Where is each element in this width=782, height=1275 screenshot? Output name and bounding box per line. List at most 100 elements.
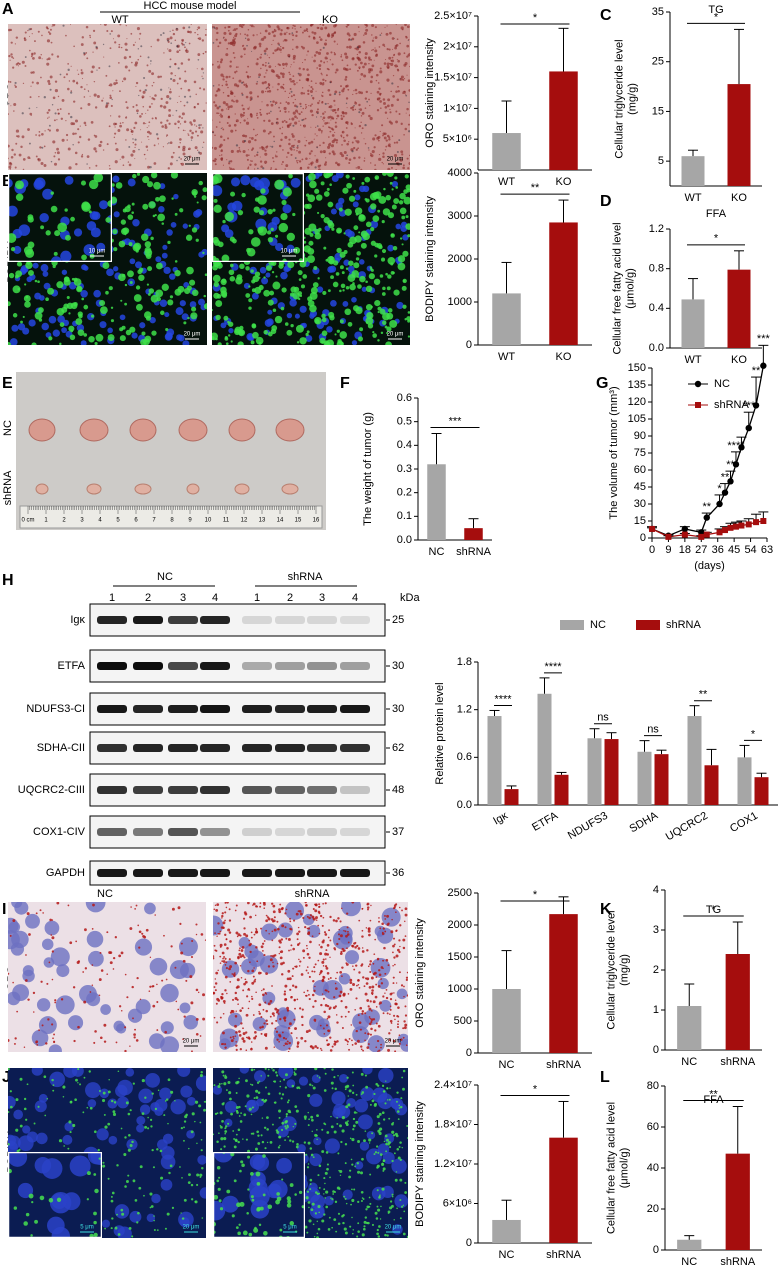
- lipid-droplet: [404, 1182, 406, 1184]
- lipid-droplet: [344, 250, 348, 254]
- stain-dot: [386, 989, 388, 991]
- lipid-droplet: [259, 210, 264, 215]
- stain-dot: [390, 1009, 392, 1011]
- nucleus: [287, 313, 292, 318]
- stain-dot: [362, 1010, 364, 1012]
- stain-dot: [57, 55, 59, 57]
- stain-dot: [168, 109, 171, 112]
- nucleus: [36, 1133, 48, 1145]
- lipid-droplet: [24, 301, 31, 308]
- lipid-droplet: [353, 1188, 355, 1190]
- stain-dot: [222, 952, 225, 955]
- stain-dot: [308, 105, 309, 106]
- stain-dot: [109, 95, 111, 97]
- lipid-droplet: [154, 1229, 156, 1231]
- stain-dot: [383, 1012, 385, 1014]
- stain-dot: [360, 79, 361, 80]
- stain-dot: [379, 927, 381, 929]
- stain-dot: [376, 976, 378, 978]
- stain-dot: [293, 112, 296, 115]
- lipid-droplet: [251, 1199, 254, 1202]
- stain-dot: [300, 26, 302, 28]
- stain-dot: [215, 104, 218, 107]
- stain-dot: [379, 70, 382, 73]
- nucleus: [151, 1194, 160, 1203]
- lipid-droplet: [349, 1170, 351, 1172]
- stain-dot: [196, 989, 199, 992]
- lipid-droplet: [377, 1189, 379, 1191]
- stain-dot: [239, 947, 241, 949]
- stain-dot: [327, 34, 330, 37]
- stain-dot: [228, 30, 230, 32]
- stain-dot: [403, 134, 405, 136]
- stain-dot: [314, 54, 316, 56]
- stain-dot: [315, 133, 316, 134]
- scale-label: 20 μm: [183, 1225, 200, 1231]
- stain-dot: [356, 140, 359, 143]
- stain-dot: [170, 58, 172, 60]
- lipid-droplet: [38, 1106, 40, 1108]
- stain-dot: [260, 928, 262, 930]
- stain-dot: [347, 23, 350, 26]
- nucleus: [42, 271, 48, 277]
- stain-dot: [223, 32, 226, 35]
- stain-dot: [271, 930, 273, 932]
- lipid-droplet: [305, 333, 308, 336]
- lipid-droplet: [263, 1193, 266, 1196]
- stain-dot: [343, 137, 345, 139]
- nucleus: [241, 959, 257, 975]
- lipid-droplet: [351, 1189, 353, 1191]
- lipid-droplet: [99, 1090, 101, 1092]
- stain-dot: [119, 1005, 121, 1007]
- stain-dot: [174, 967, 176, 969]
- lipid-droplet: [396, 1101, 398, 1103]
- stain-dot: [229, 981, 231, 983]
- stain-dot: [241, 954, 244, 957]
- stain-dot: [184, 96, 186, 98]
- stain-dot: [109, 96, 112, 99]
- stain-dot: [386, 139, 388, 141]
- lipid-droplet: [156, 263, 163, 270]
- lipid-droplet: [75, 318, 82, 325]
- stain-dot: [395, 911, 397, 913]
- stain-dot: [271, 122, 274, 125]
- stain-dot: [185, 130, 186, 131]
- stain-dot: [206, 102, 207, 103]
- stain-dot: [323, 62, 325, 64]
- stain-dot: [106, 931, 108, 933]
- stain-dot: [109, 83, 112, 86]
- stain-dot: [78, 74, 79, 75]
- stain-dot: [180, 123, 181, 124]
- stain-dot: [265, 930, 267, 932]
- stain-dot: [254, 163, 256, 165]
- lipid-droplet: [341, 1129, 344, 1132]
- lipid-droplet: [221, 1120, 224, 1123]
- nucleus: [132, 219, 139, 226]
- stain-dot: [378, 88, 380, 90]
- lipid-droplet: [257, 1182, 261, 1186]
- stain-dot: [314, 971, 316, 973]
- lipid-droplet: [349, 1089, 352, 1092]
- lipid-droplet: [281, 1122, 284, 1125]
- stain-dot: [249, 943, 251, 945]
- stain-dot: [393, 982, 395, 984]
- stain-dot: [346, 26, 347, 27]
- stain-dot: [392, 95, 395, 98]
- lipid-droplet: [64, 208, 67, 211]
- nucleus: [177, 1064, 190, 1077]
- stain-dot: [266, 1023, 268, 1025]
- lipid-droplet: [324, 1123, 326, 1125]
- stain-dot: [96, 70, 97, 71]
- stain-dot: [36, 107, 37, 108]
- stain-dot: [114, 41, 116, 43]
- stain-dot: [118, 44, 120, 46]
- stain-dot: [327, 68, 329, 70]
- lipid-droplet: [278, 1109, 281, 1112]
- lipid-droplet: [323, 1213, 325, 1215]
- stain-dot: [70, 116, 72, 118]
- lipid-droplet: [361, 1158, 364, 1161]
- stain-dot: [170, 162, 173, 165]
- stain-dot: [380, 1047, 382, 1049]
- lipid-droplet: [194, 1121, 195, 1122]
- lipid-droplet: [383, 188, 385, 190]
